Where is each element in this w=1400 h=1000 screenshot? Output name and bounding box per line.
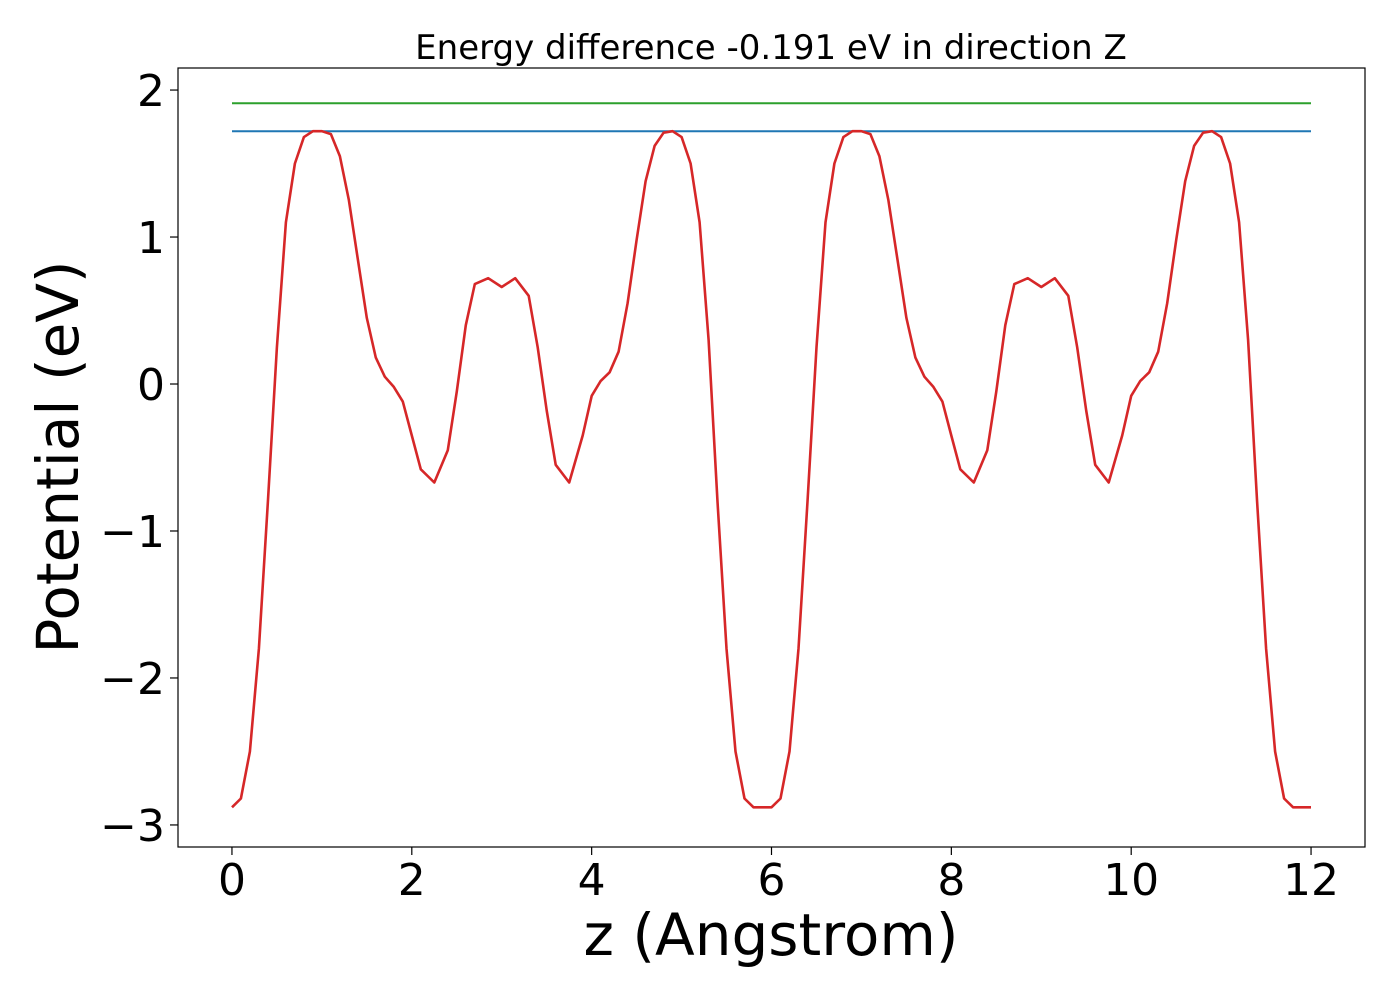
potential-curve	[231, 129, 1311, 809]
x-tick-label: 0	[218, 855, 246, 906]
y-tick-label: −1	[100, 507, 165, 558]
x-tick-label: 2	[398, 855, 426, 906]
y-axis: 2 1 0 −1 −2 −3	[100, 66, 178, 852]
chart-title: Energy difference -0.191 eV in direction…	[415, 28, 1127, 68]
x-tick-label: 4	[578, 855, 606, 906]
plot-area	[231, 102, 1311, 809]
y-axis-label: Potential (eV)	[24, 260, 92, 653]
x-tick-label: 10	[1103, 855, 1159, 906]
y-tick-label: −3	[100, 801, 165, 852]
plot-frame	[177, 67, 1366, 848]
x-tick-label: 6	[758, 855, 786, 906]
y-tick-label: 0	[137, 360, 165, 411]
y-tick-label: 2	[137, 66, 165, 117]
y-tick-label: 1	[137, 213, 165, 264]
x-axis-label: z (Angstrom)	[584, 901, 959, 969]
x-axis: 0 2 4 6 8 10 12	[218, 847, 1339, 906]
x-tick-label: 8	[937, 855, 965, 906]
x-tick-label: 12	[1283, 855, 1339, 906]
y-tick-label: −2	[100, 654, 165, 705]
